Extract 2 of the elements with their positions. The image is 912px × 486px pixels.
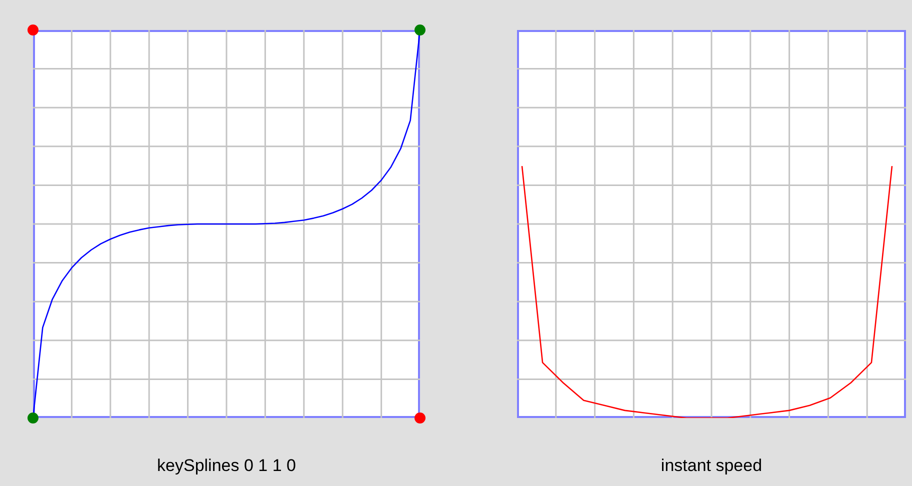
text: instant speed <box>660 456 764 476</box>
text: keySplines 0 1 1 0 <box>156 456 297 476</box>
